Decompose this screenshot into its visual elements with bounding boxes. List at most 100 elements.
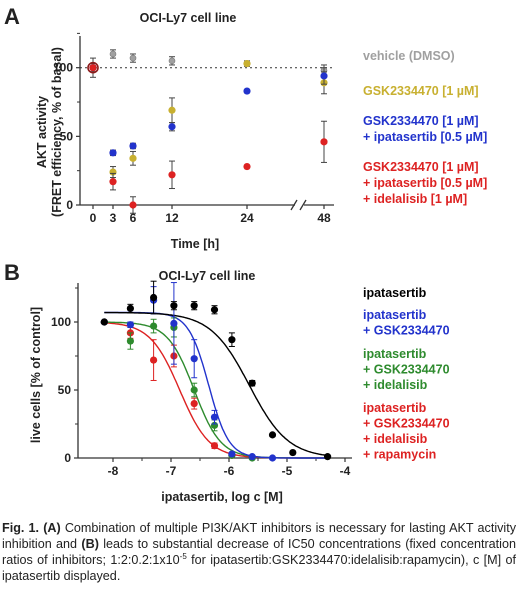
fit-curve bbox=[104, 311, 328, 457]
figure-canvas: A OCI-Ly7 cell line AKT activity (FRET e… bbox=[4, 4, 487, 504]
panel-a-label: A bbox=[4, 4, 20, 29]
legend-entry: + idelalisib bbox=[363, 432, 428, 446]
caption-b-text: leads to substantial decrease of IC50 co… bbox=[2, 537, 516, 567]
data-point bbox=[190, 386, 198, 394]
panel-b-ylabel: live cells [% of control] bbox=[29, 307, 43, 443]
data-point bbox=[248, 379, 256, 387]
data-point bbox=[324, 453, 332, 461]
caption-b-label: (B) bbox=[81, 537, 99, 551]
x-tick-label: -4 bbox=[340, 464, 351, 478]
data-point bbox=[109, 178, 117, 186]
data-point bbox=[190, 302, 198, 310]
legend-entry: GSK2334470 [1 µM] bbox=[363, 114, 479, 128]
x-tick-label: 48 bbox=[317, 211, 331, 225]
x-tick-label: 0 bbox=[90, 211, 97, 225]
data-point bbox=[168, 123, 176, 131]
legend-entry: ipatasertib bbox=[363, 308, 427, 322]
y-tick-label: 0 bbox=[64, 451, 71, 465]
data-point bbox=[126, 337, 134, 345]
data-point bbox=[210, 306, 219, 314]
data-point bbox=[129, 154, 137, 162]
y-tick-label: 0 bbox=[66, 198, 73, 212]
legend-entry: ipatasertib bbox=[363, 401, 427, 415]
data-point bbox=[190, 355, 198, 363]
data-point bbox=[129, 201, 137, 209]
panel-b-title: OCI-Ly7 cell line bbox=[159, 269, 256, 283]
data-point bbox=[210, 442, 219, 450]
data-point bbox=[150, 356, 158, 364]
legend-entry: + idelalisib [1 µM] bbox=[363, 192, 467, 206]
x-tick-label: -5 bbox=[282, 464, 293, 478]
x-tick-label: 6 bbox=[130, 211, 137, 225]
caption-a-text: Combination of multiple PI3K/AKT inhibit… bbox=[2, 521, 517, 551]
panel-a-ylabel-line1: AKT activity bbox=[35, 96, 49, 168]
data-point bbox=[109, 50, 117, 58]
panel-b-legend: ipatasertib ipatasertib + GSK2334470 ipatas… bbox=[363, 286, 450, 462]
data-point bbox=[129, 54, 137, 62]
data-point bbox=[228, 450, 236, 458]
y-tick-label: 50 bbox=[60, 129, 74, 143]
data-point bbox=[320, 72, 328, 80]
panel-a-legend: vehicle (DMSO) GSK2334470 [1 µM] GSK233447… bbox=[363, 49, 487, 206]
legend-entry: + GSK2334470 bbox=[363, 363, 450, 377]
data-point bbox=[228, 336, 236, 344]
data-point bbox=[268, 454, 277, 462]
panel-a-xlabel: Time [h] bbox=[171, 237, 219, 251]
legend-entry: + rapamycin bbox=[363, 448, 436, 462]
legend-entry: ipatasertib bbox=[363, 286, 427, 300]
data-point bbox=[243, 59, 251, 68]
data-point bbox=[126, 304, 134, 312]
x-tick-label: -8 bbox=[108, 464, 119, 478]
data-point bbox=[150, 322, 158, 330]
caption-b-text-end: for ipatasertib:GSK2334470:idelalisib:ra… bbox=[2, 553, 517, 583]
legend-entry: + ipatasertib [0.5 µM] bbox=[363, 130, 487, 144]
data-point bbox=[89, 64, 97, 72]
caption-fig-label: Fig. 1. bbox=[2, 521, 40, 535]
data-point bbox=[129, 142, 137, 150]
data-point bbox=[243, 162, 251, 171]
data-point bbox=[100, 318, 108, 326]
axis-break-mark bbox=[290, 199, 298, 211]
panel-b-plot: 0 50 100 -8 -7 -6 -5 -4 bbox=[51, 280, 352, 478]
data-point bbox=[243, 87, 251, 95]
x-tick-label: -6 bbox=[224, 464, 235, 478]
data-point bbox=[268, 431, 277, 439]
axis-break-mark bbox=[299, 199, 307, 211]
panel-b-xlabel: ipatasertib, log c [M] bbox=[161, 490, 283, 504]
data-point bbox=[170, 302, 178, 310]
caption-superscript: -5 bbox=[179, 551, 187, 561]
y-tick-label: 100 bbox=[53, 61, 73, 75]
legend-entry: GSK2334470 [1 µM] bbox=[363, 84, 479, 98]
x-tick-label: 3 bbox=[110, 211, 117, 225]
legend-entry: + GSK2334470 bbox=[363, 324, 450, 338]
panel-a-title: OCI-Ly7 cell line bbox=[140, 11, 237, 25]
x-tick-label: 24 bbox=[240, 211, 254, 225]
data-point bbox=[168, 57, 176, 65]
data-point bbox=[248, 453, 256, 461]
legend-entry: GSK2334470 [1 µM] bbox=[363, 160, 479, 174]
data-point bbox=[320, 138, 328, 146]
y-tick-label: 100 bbox=[51, 315, 71, 329]
data-point bbox=[289, 448, 297, 457]
panel-b-label: B bbox=[4, 260, 20, 285]
legend-entry: + GSK2334470 bbox=[363, 417, 450, 431]
x-tick-label: 12 bbox=[165, 211, 179, 225]
data-point bbox=[210, 413, 219, 421]
legend-entry: + idelalisib bbox=[363, 378, 428, 392]
fit-curve bbox=[104, 321, 328, 459]
caption-a-label: (A) bbox=[43, 521, 61, 535]
data-point bbox=[170, 319, 178, 327]
data-point bbox=[150, 293, 158, 302]
figure-caption: Fig. 1. (A) Combination of multiple PI3K… bbox=[2, 520, 516, 584]
data-point bbox=[168, 106, 176, 114]
y-tick-label: 50 bbox=[58, 383, 72, 397]
data-point bbox=[109, 149, 117, 157]
data-point bbox=[190, 400, 198, 408]
legend-entry: vehicle (DMSO) bbox=[363, 49, 455, 63]
data-point bbox=[126, 321, 134, 329]
x-tick-label: -7 bbox=[166, 464, 177, 478]
panel-a-ylabel-line2: (FRET efficiency, % of basal) bbox=[50, 47, 64, 217]
fit-curve bbox=[104, 322, 328, 459]
legend-entry: ipatasertib bbox=[363, 347, 427, 361]
